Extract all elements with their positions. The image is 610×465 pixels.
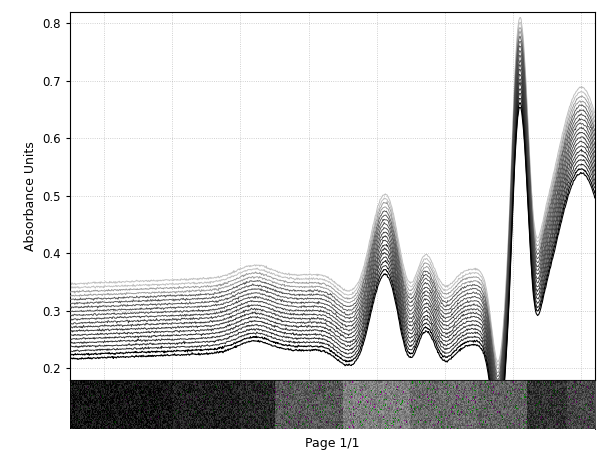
Y-axis label: Absorbance Units: Absorbance Units — [24, 141, 37, 251]
X-axis label: Wavenumber cm-1: Wavenumber cm-1 — [273, 407, 392, 420]
Text: Page 1/1: Page 1/1 — [305, 437, 360, 450]
